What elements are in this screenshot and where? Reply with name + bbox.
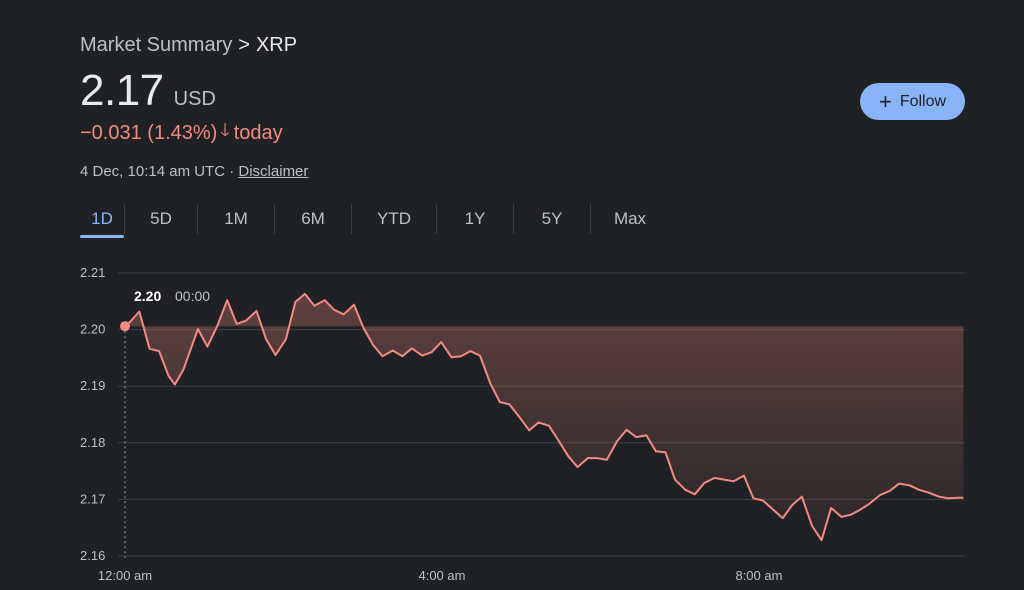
hover-price: 2.20	[134, 288, 161, 304]
y-tick-label: 2.18	[80, 435, 105, 450]
tab-1m[interactable]: 1M	[224, 209, 248, 228]
x-tick-label: 12:00 am	[98, 568, 152, 583]
tab-divider	[513, 204, 514, 234]
area-fill	[125, 293, 964, 541]
price-change: −0.031 (1.43%) 🡓 today	[80, 118, 283, 148]
timestamp-line: 4 Dec, 10:14 am UTC · Disclaimer	[80, 163, 308, 180]
change-value: −0.031 (1.43%)	[80, 121, 218, 144]
y-tick-label: 2.19	[80, 378, 105, 393]
tab-divider	[197, 204, 198, 234]
plus-icon: +	[878, 88, 892, 114]
tab-divider	[274, 204, 275, 234]
breadcrumb-separator: >	[238, 34, 250, 56]
current-price: 2.17	[80, 66, 164, 115]
y-tick-label: 2.21	[80, 265, 105, 280]
tab-1d[interactable]: 1D	[80, 202, 124, 238]
price-line	[124, 292, 964, 542]
tab-divider	[590, 204, 591, 234]
tab-divider	[436, 204, 437, 234]
price-row: 2.17 USD	[80, 66, 216, 116]
breadcrumb-current: XRP	[255, 34, 298, 56]
x-tick-label: 8:00 am	[735, 568, 782, 583]
arrow-down-icon: 🡓	[220, 120, 230, 140]
currency-label: USD	[173, 88, 216, 110]
disclaimer-link[interactable]: Disclaimer	[238, 163, 309, 180]
change-period: today	[233, 121, 283, 144]
tab-ytd[interactable]: YTD	[377, 209, 411, 228]
breadcrumb: Market Summary > XRP	[80, 34, 297, 57]
hover-point	[120, 321, 130, 332]
y-tick-label: 2.17	[80, 491, 105, 506]
tab-5y[interactable]: 5Y	[541, 209, 563, 228]
tab-1y[interactable]: 1Y	[464, 209, 486, 228]
range-tabs: 1D 5D 1M 6M YTD 1Y 5Y Max	[80, 202, 669, 238]
follow-label: Follow	[899, 92, 947, 110]
follow-button[interactable]: + Follow	[860, 83, 965, 120]
y-tick-label: 2.16	[80, 548, 105, 563]
tab-divider	[124, 204, 125, 234]
breadcrumb-parent[interactable]: Market Summary	[80, 34, 233, 56]
tab-6m[interactable]: 6M	[301, 209, 325, 228]
y-tick-label: 2.20	[80, 322, 105, 337]
hover-time: 00:00	[175, 288, 210, 304]
x-tick-label: 4:00 am	[418, 568, 465, 583]
timestamp: 4 Dec, 10:14 am UTC ·	[80, 163, 235, 180]
tab-max[interactable]: Max	[613, 209, 647, 228]
tab-5d[interactable]: 5D	[150, 209, 172, 228]
tab-divider	[351, 204, 352, 234]
